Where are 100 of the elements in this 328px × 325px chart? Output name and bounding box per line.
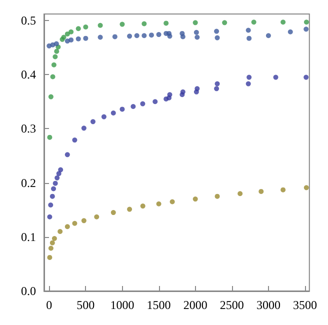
point	[142, 33, 147, 38]
point	[51, 186, 56, 192]
point	[280, 20, 286, 25]
point	[98, 22, 103, 28]
point	[48, 246, 54, 251]
point	[83, 36, 88, 41]
point	[50, 74, 56, 80]
point	[47, 254, 52, 260]
point	[134, 33, 140, 38]
point	[238, 191, 243, 196]
point	[68, 37, 74, 42]
point	[304, 20, 309, 25]
point	[246, 81, 251, 86]
point	[52, 54, 58, 60]
point	[47, 214, 52, 220]
x-tick-label: 0	[46, 298, 52, 312]
point	[194, 86, 200, 92]
x-tick-label: 3000	[256, 298, 280, 312]
point	[48, 202, 54, 208]
y-tick-label: 0.3	[21, 122, 36, 136]
point	[246, 36, 252, 41]
point	[192, 20, 198, 26]
point	[214, 35, 220, 40]
point	[180, 89, 186, 94]
x-tick-label: 500	[76, 298, 95, 312]
point	[167, 92, 172, 98]
point	[72, 220, 78, 226]
point	[64, 152, 70, 158]
point	[127, 206, 132, 212]
y-tick-label: 0.5	[21, 13, 36, 28]
point	[94, 214, 100, 220]
point	[76, 36, 81, 42]
point	[194, 34, 200, 40]
point	[120, 106, 125, 112]
point	[50, 240, 55, 246]
point	[47, 134, 52, 140]
point	[280, 187, 286, 192]
point	[52, 236, 57, 242]
x-tick-label: 1000	[110, 298, 134, 312]
point	[246, 74, 252, 80]
point	[266, 33, 271, 38]
point	[72, 138, 78, 143]
point	[140, 101, 146, 106]
point	[156, 201, 162, 206]
point	[101, 114, 106, 120]
point	[54, 175, 60, 180]
point	[68, 29, 74, 34]
point	[214, 28, 220, 34]
x-tick-label: 2000	[183, 298, 208, 312]
y-tick-label: 0.1	[21, 230, 36, 244]
point	[50, 194, 55, 199]
point	[90, 119, 96, 124]
point	[81, 126, 86, 131]
point	[194, 30, 199, 35]
point	[58, 167, 64, 172]
y-tick-label: 0.4	[21, 68, 36, 82]
point	[98, 34, 103, 40]
point	[140, 204, 146, 209]
point	[170, 199, 175, 204]
point	[156, 32, 162, 38]
point	[54, 41, 59, 46]
point	[76, 26, 81, 32]
point	[180, 34, 186, 40]
point	[64, 224, 70, 230]
x-tick-label: 2500	[220, 298, 244, 312]
point	[273, 74, 278, 80]
point	[222, 20, 228, 26]
point	[192, 196, 198, 202]
point	[164, 20, 169, 26]
point	[304, 26, 309, 32]
point	[58, 228, 63, 234]
point	[64, 32, 70, 37]
point	[288, 29, 293, 34]
point	[51, 62, 56, 68]
point	[110, 210, 116, 216]
point	[152, 99, 158, 104]
point	[83, 24, 88, 30]
point	[251, 20, 256, 25]
point	[54, 48, 60, 54]
point	[304, 185, 309, 190]
point	[130, 104, 136, 110]
point	[112, 34, 118, 40]
point	[81, 218, 86, 224]
point	[120, 22, 125, 27]
y-tick-label: 0.0	[21, 284, 36, 298]
point	[214, 81, 220, 86]
point	[48, 94, 54, 100]
point	[304, 74, 309, 80]
point	[246, 28, 251, 33]
y-tick-label: 0.2	[21, 176, 36, 190]
point	[52, 180, 58, 186]
point	[127, 34, 132, 39]
point	[214, 86, 220, 92]
x-tick-label: 3500	[293, 298, 317, 312]
point	[148, 32, 154, 38]
point	[167, 34, 172, 39]
point	[258, 188, 264, 194]
x-tick-label: 1500	[146, 298, 171, 312]
point	[142, 21, 147, 26]
point	[214, 194, 220, 199]
